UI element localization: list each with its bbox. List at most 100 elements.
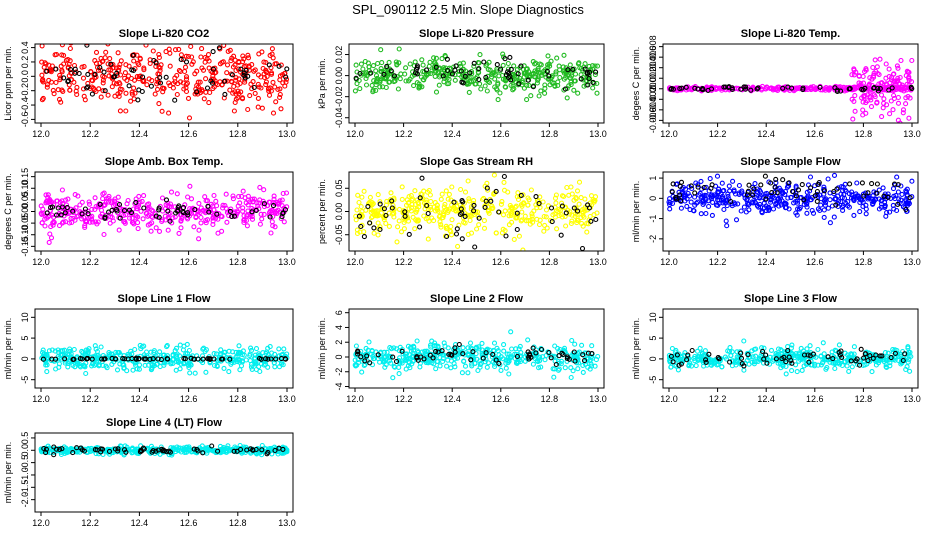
data-point <box>847 181 853 187</box>
data-point <box>692 190 698 196</box>
data-point <box>272 84 278 90</box>
data-point <box>738 350 744 356</box>
data-point <box>260 448 266 454</box>
data-point <box>538 346 545 353</box>
data-points <box>38 183 290 245</box>
data-point <box>210 66 216 72</box>
data-point <box>888 355 894 361</box>
panel-title: Slope Sample Flow <box>740 156 841 168</box>
data-point <box>365 203 371 210</box>
y-tick-label: 0.2 <box>20 56 30 69</box>
data-point <box>449 184 455 190</box>
data-point <box>253 366 259 373</box>
data-point <box>84 44 90 46</box>
data-point <box>536 93 542 99</box>
data-point <box>460 345 466 351</box>
data-point <box>834 87 840 93</box>
data-point <box>582 66 588 72</box>
data-point <box>505 74 512 81</box>
data-point <box>203 446 209 452</box>
data-point <box>249 216 256 222</box>
data-point <box>433 366 439 372</box>
data-point <box>255 81 261 87</box>
data-point <box>135 60 141 66</box>
y-tick-label: -0.6 <box>20 112 30 128</box>
data-point <box>738 86 744 92</box>
data-point <box>785 183 791 189</box>
data-point <box>856 73 862 79</box>
data-point <box>44 369 50 375</box>
y-tick-label: 0.004 <box>648 56 658 79</box>
data-point <box>208 209 214 215</box>
data-point <box>370 201 376 207</box>
data-point <box>519 209 525 215</box>
data-point <box>785 84 791 90</box>
data-point <box>147 60 153 66</box>
x-tick-label: 12.4 <box>443 257 461 267</box>
data-point <box>536 222 543 228</box>
data-point <box>361 188 367 194</box>
data-point <box>449 71 455 77</box>
x-tick-label: 12.8 <box>855 394 873 404</box>
data-point <box>742 86 749 92</box>
data-point <box>759 210 765 216</box>
data-point <box>395 224 401 230</box>
data-point <box>436 82 442 88</box>
data-point <box>806 359 812 365</box>
data-point <box>137 56 143 62</box>
data-point <box>483 198 489 204</box>
data-point <box>520 247 526 251</box>
data-point <box>393 59 399 65</box>
data-point <box>852 93 858 99</box>
data-point <box>362 71 368 77</box>
data-point <box>564 355 570 362</box>
data-point <box>812 193 818 199</box>
data-point <box>473 75 479 81</box>
data-point <box>765 204 771 211</box>
data-point <box>141 193 147 199</box>
data-point <box>373 68 379 74</box>
data-point <box>571 87 577 93</box>
data-point <box>703 210 709 217</box>
data-point <box>807 174 814 180</box>
data-point <box>511 71 517 78</box>
data-point <box>793 183 799 189</box>
data-point <box>753 353 759 359</box>
data-point <box>581 358 588 364</box>
data-point <box>576 179 583 185</box>
data-point <box>142 362 148 368</box>
data-point <box>202 210 209 216</box>
data-point <box>466 89 472 95</box>
data-point <box>182 64 189 70</box>
data-point <box>503 233 509 239</box>
data-point <box>481 225 488 231</box>
data-point <box>825 176 831 182</box>
x-tick-label: 12.2 <box>709 257 727 267</box>
data-point <box>566 83 572 89</box>
data-point <box>795 206 801 212</box>
data-point <box>417 195 423 201</box>
data-point <box>569 218 575 224</box>
data-point <box>533 350 539 356</box>
data-point <box>406 231 412 237</box>
data-point <box>354 81 360 87</box>
data-point <box>53 66 59 72</box>
data-point <box>423 67 430 73</box>
data-point <box>242 77 248 83</box>
data-point <box>900 357 906 364</box>
data-point <box>894 63 900 69</box>
data-point <box>819 87 826 93</box>
data-point <box>58 212 64 218</box>
x-tick-label: 12.2 <box>395 129 413 139</box>
data-point <box>546 75 552 81</box>
data-point <box>407 61 413 67</box>
x-tick-label: 12.0 <box>32 394 50 404</box>
data-point <box>93 88 99 94</box>
data-point <box>61 75 67 81</box>
data-point <box>751 186 757 192</box>
data-point <box>118 58 124 64</box>
data-point <box>206 100 212 106</box>
data-point <box>795 187 802 193</box>
data-point <box>883 357 889 363</box>
